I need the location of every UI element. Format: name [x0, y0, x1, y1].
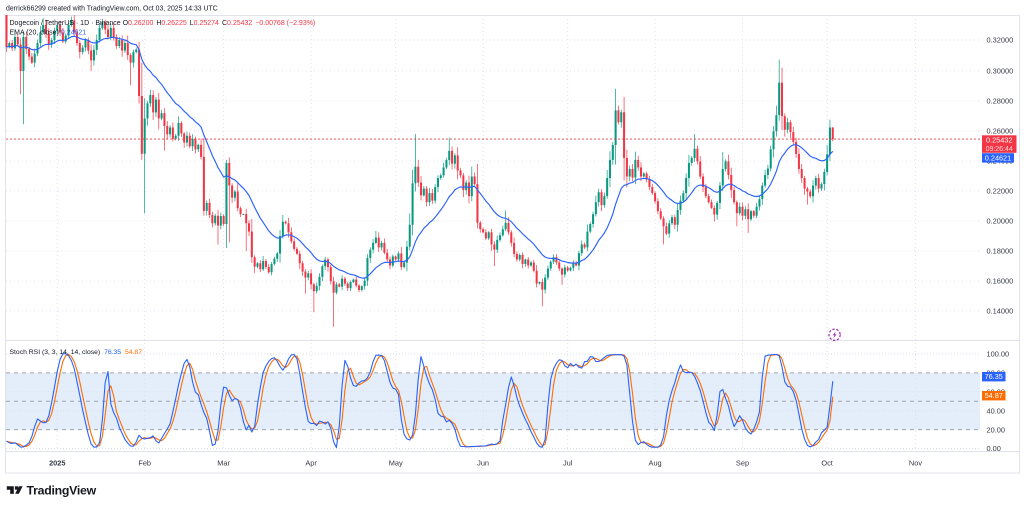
svg-text:0.16000: 0.16000 [987, 277, 1014, 286]
svg-text:0.32000: 0.32000 [987, 36, 1014, 45]
svg-text:0.22000: 0.22000 [987, 187, 1014, 196]
svg-text:Aug: Aug [649, 459, 662, 468]
svg-text:0.25432: 0.25432 [986, 135, 1012, 144]
svg-text:0.20000: 0.20000 [987, 217, 1014, 226]
svg-text:76.35: 76.35 [985, 372, 1003, 381]
svg-text:TradingView: TradingView [27, 484, 97, 498]
svg-text:Jul: Jul [563, 459, 573, 468]
svg-text:Nov: Nov [909, 459, 922, 468]
svg-text:Feb: Feb [138, 459, 151, 468]
svg-text:54.87: 54.87 [985, 391, 1003, 400]
svg-text:Stoch RSI (3, 3, 14, 14, close: Stoch RSI (3, 3, 14, 14, close) 76.35 54… [10, 349, 143, 356]
svg-text:May: May [389, 459, 403, 468]
svg-text:Oct: Oct [821, 459, 833, 468]
svg-text:0.26000: 0.26000 [987, 127, 1014, 136]
svg-text:0.14000: 0.14000 [987, 307, 1014, 316]
svg-text:0.00: 0.00 [987, 444, 1001, 453]
svg-text:0.18000: 0.18000 [987, 247, 1014, 256]
svg-text:0.30000: 0.30000 [987, 67, 1014, 76]
svg-text:2025: 2025 [49, 459, 65, 468]
svg-text:Apr: Apr [305, 459, 317, 468]
svg-text:0.28000: 0.28000 [987, 97, 1014, 106]
svg-text:Dogecoin / TetherUS · 1D · Bin: Dogecoin / TetherUS · 1D · Binance O0.26… [10, 20, 316, 27]
svg-text:Mar: Mar [217, 459, 230, 468]
svg-text:Sep: Sep [736, 459, 749, 468]
svg-text:20.00: 20.00 [987, 425, 1006, 434]
svg-text:0.24621: 0.24621 [985, 153, 1011, 162]
svg-text:Jun: Jun [477, 459, 489, 468]
svg-text:40.00: 40.00 [987, 406, 1006, 415]
svg-text:09:26:44: 09:26:44 [986, 146, 1013, 153]
svg-text:EMA (20, close) 0.24621: EMA (20, close) 0.24621 [10, 30, 87, 37]
svg-text:100.00: 100.00 [987, 350, 1010, 359]
svg-text:derrick66299 created with Trad: derrick66299 created with TradingView.co… [6, 6, 218, 13]
